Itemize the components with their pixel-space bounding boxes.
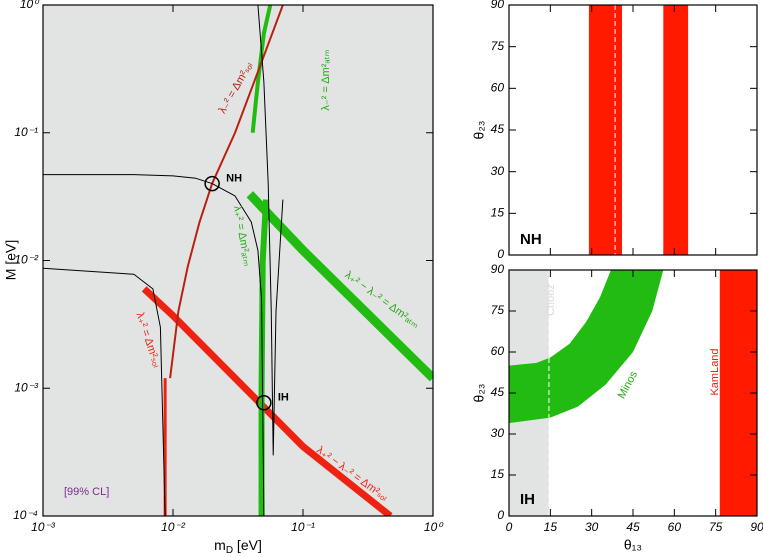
y-tick-label: 60 (491, 344, 505, 358)
curve (246, 191, 433, 382)
annotation: λ₋² = Δm²ₐₜₘ (320, 49, 332, 110)
y-tick-label: 10⁻² (14, 253, 39, 267)
plot-background (509, 5, 757, 255)
curve (250, 5, 273, 133)
x-tick-label: 75 (709, 520, 723, 534)
curve (43, 174, 265, 516)
panel-label: IH (520, 491, 535, 508)
marker (256, 395, 272, 411)
x-tick-label: 15 (544, 520, 558, 534)
plot-area (509, 5, 757, 255)
band (588, 5, 622, 255)
y-tick-label: 0 (497, 508, 504, 522)
y-axis-label: θ₂₃ (471, 121, 487, 140)
band (663, 5, 689, 255)
x-tick-label: 10⁰ (424, 520, 444, 534)
x-tick-label: 90 (750, 520, 763, 534)
y-tick-label: 15 (491, 467, 505, 481)
y-tick-label: 10⁻⁴ (13, 508, 38, 522)
x-label-sub: D (226, 545, 233, 556)
x-axis-label: θ₁₃ (624, 537, 642, 553)
x-tick-label: 10⁻² (161, 520, 186, 534)
marker (204, 175, 220, 192)
y-axis-label: θ₂₃ (471, 384, 487, 403)
y-tick-label: 30 (491, 426, 505, 440)
point-label: IH (278, 392, 289, 404)
y-tick-label: 10⁰ (20, 0, 40, 11)
y-tick-label: 75 (491, 303, 505, 317)
panel-label: NH (520, 231, 542, 248)
y-tick-label: 45 (491, 122, 505, 136)
x-tick-label: 0 (506, 520, 513, 534)
y-tick-label: 15 (491, 206, 505, 220)
x-tick-label: 10⁻³ (31, 520, 56, 534)
y-tick-label: 30 (491, 164, 505, 178)
x-label-base: m (214, 537, 226, 553)
y-tick-label: 0 (497, 247, 504, 261)
annotation: [99% CL] (64, 486, 109, 498)
band-label: KamLand (709, 348, 721, 395)
frame (508, 4, 758, 256)
x-axis-label: mD [eV] (214, 537, 262, 556)
curve (257, 5, 284, 456)
y-tick-label: 45 (491, 385, 505, 399)
y-tick-label: 60 (491, 81, 505, 95)
y-tick-label: 75 (491, 39, 505, 53)
y-tick-label: 90 (491, 0, 505, 11)
curve (43, 267, 166, 516)
plot-background (43, 5, 433, 516)
x-tick-label: 60 (668, 520, 682, 534)
y-axis-label: M [eV] (3, 240, 19, 280)
y-tick-label: 10⁻¹ (14, 125, 38, 139)
x-tick-label: 45 (626, 520, 640, 534)
x-tick-label: 10⁻¹ (291, 520, 315, 534)
point-label: NH (226, 172, 242, 184)
curve (169, 5, 284, 379)
band-label: Chooz (545, 284, 557, 316)
frame (508, 269, 758, 517)
plot-area (43, 5, 433, 516)
curve (141, 286, 393, 516)
y-tick-label: 10⁻³ (14, 380, 39, 394)
y-tick-label: 90 (491, 262, 505, 276)
x-tick-label: 30 (585, 520, 599, 534)
frame (42, 4, 434, 517)
x-label-unit: [eV] (233, 537, 262, 553)
area (509, 270, 664, 424)
